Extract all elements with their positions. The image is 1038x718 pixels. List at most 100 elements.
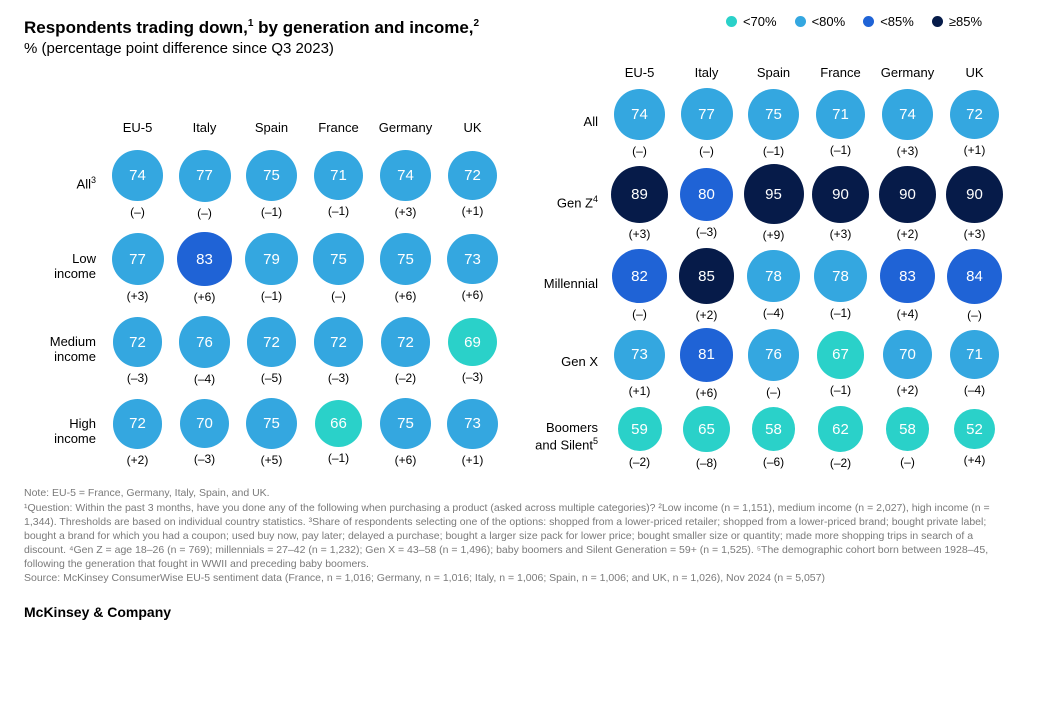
value-bubble: 90 bbox=[879, 166, 937, 224]
row-label: Lowincome bbox=[24, 252, 104, 282]
value-bubble: 78 bbox=[814, 250, 866, 302]
delta-label: (+2) bbox=[127, 453, 149, 467]
value-bubble: 82 bbox=[612, 249, 666, 303]
bubble-cell: 66(–1) bbox=[305, 396, 372, 467]
value-bubble: 66 bbox=[315, 400, 362, 447]
bubble-cell: 75(–1) bbox=[740, 85, 807, 160]
value-bubble: 75 bbox=[748, 89, 799, 140]
legend-dot-icon bbox=[932, 16, 943, 27]
bubble-cell: 65(–8) bbox=[673, 402, 740, 473]
value-bubble: 72 bbox=[113, 399, 163, 449]
delta-label: (+2) bbox=[897, 383, 919, 397]
page: <70% <80% <85% ≥85% Respondents trading … bbox=[0, 0, 1038, 718]
delta-label: (–) bbox=[130, 205, 145, 219]
bubble-cell: 77(–) bbox=[171, 146, 238, 222]
bubble-cell: 62 (–2) bbox=[807, 402, 874, 471]
value-bubble: 76 bbox=[748, 329, 800, 381]
value-bubble: 67 bbox=[817, 331, 865, 379]
delta-label: (–1) bbox=[830, 383, 851, 397]
bubble-cell: 70 (+2) bbox=[874, 326, 941, 399]
bubble-cell: 83(+4) bbox=[874, 245, 941, 324]
delta-label: (–) bbox=[967, 308, 982, 322]
value-bubble: 74 bbox=[380, 150, 431, 201]
value-bubble: 73 bbox=[447, 234, 497, 284]
column-header: Italy bbox=[673, 65, 740, 84]
bubble-cell: 95(+9) bbox=[740, 160, 807, 244]
delta-label: (–1) bbox=[830, 306, 851, 320]
value-bubble: 75 bbox=[380, 398, 431, 449]
bubble-cell: 72(–3) bbox=[104, 313, 171, 387]
bubble-cell: 76 (–) bbox=[740, 325, 807, 401]
bubble-cell: 78 (–4) bbox=[740, 246, 807, 322]
value-bubble: 80 bbox=[680, 168, 733, 221]
bubble-cell: 83(+6) bbox=[171, 228, 238, 307]
bubble-cell: 84 (–) bbox=[941, 245, 1008, 324]
row-label: Gen X bbox=[516, 355, 606, 370]
bubble-cell: 90(+3) bbox=[941, 162, 1008, 244]
value-bubble: 83 bbox=[880, 249, 935, 304]
value-bubble: 90 bbox=[946, 166, 1004, 224]
delta-label: (–8) bbox=[696, 456, 717, 470]
bubble-cell: 71(–1) bbox=[807, 86, 874, 159]
value-bubble: 84 bbox=[947, 249, 1002, 304]
bubble-cell: 71(–4) bbox=[941, 326, 1008, 399]
delta-label: (–3) bbox=[328, 371, 349, 385]
delta-label: (+1) bbox=[462, 204, 484, 218]
bubble-cell: 72(–5) bbox=[238, 313, 305, 387]
delta-label: (+1) bbox=[629, 384, 651, 398]
value-bubble: 77 bbox=[179, 150, 231, 202]
column-header: Spain bbox=[740, 65, 807, 84]
delta-label: (+3) bbox=[629, 227, 651, 241]
delta-label: (+6) bbox=[194, 290, 216, 304]
value-bubble: 73 bbox=[614, 330, 664, 380]
legend-label: <80% bbox=[812, 14, 846, 29]
delta-label: (–4) bbox=[763, 306, 784, 320]
bubble-cell: 76(–4) bbox=[171, 312, 238, 388]
column-header: Germany bbox=[372, 120, 439, 139]
delta-label: (–) bbox=[699, 144, 714, 158]
row-label: Millennial bbox=[516, 277, 606, 292]
delta-label: (+3) bbox=[127, 289, 149, 303]
value-bubble: 75 bbox=[246, 398, 297, 449]
bubble-cell: 78 (–1) bbox=[807, 246, 874, 322]
row-label: All bbox=[516, 115, 606, 130]
delta-label: (–) bbox=[632, 144, 647, 158]
delta-label: (+6) bbox=[395, 289, 417, 303]
legend-label: <70% bbox=[743, 14, 777, 29]
value-bubble: 77 bbox=[681, 88, 733, 140]
column-header: UK bbox=[439, 120, 506, 139]
legend-item-lt80: <80% bbox=[795, 14, 846, 29]
bubble-cell: 70(–3) bbox=[171, 395, 238, 468]
value-bubble: 74 bbox=[112, 150, 163, 201]
bubble-cell: 72(–2) bbox=[372, 313, 439, 387]
column-header: Germany bbox=[874, 65, 941, 84]
value-bubble: 62 bbox=[818, 406, 863, 451]
value-bubble: 78 bbox=[747, 250, 799, 302]
column-header: Spain bbox=[238, 120, 305, 139]
delta-label: (+6) bbox=[462, 288, 484, 302]
value-bubble: 74 bbox=[614, 89, 665, 140]
value-bubble: 95 bbox=[744, 164, 804, 224]
bubble-cell: 52(+4) bbox=[941, 405, 1008, 470]
bubble-cell: 69(–3) bbox=[439, 314, 506, 386]
bubble-cell: 73 (+6) bbox=[439, 230, 506, 304]
delta-label: (–1) bbox=[261, 205, 282, 219]
column-header: France bbox=[305, 120, 372, 139]
delta-label: (–) bbox=[331, 289, 346, 303]
delta-label: (–4) bbox=[194, 372, 215, 386]
delta-label: (–2) bbox=[830, 456, 851, 470]
delta-label: (–1) bbox=[830, 143, 851, 157]
delta-label: (–2) bbox=[395, 371, 416, 385]
value-bubble: 70 bbox=[883, 330, 932, 379]
column-header: EU-5 bbox=[606, 65, 673, 84]
column-header: UK bbox=[941, 65, 1008, 84]
bubble-cell: 79(–1) bbox=[238, 229, 305, 306]
delta-label: (–) bbox=[900, 455, 915, 469]
delta-label: (–) bbox=[766, 385, 781, 399]
value-bubble: 72 bbox=[950, 90, 1000, 140]
notes: Note: EU-5 = France, Germany, Italy, Spa… bbox=[24, 486, 1014, 585]
delta-label: (+4) bbox=[964, 453, 986, 467]
legend-label: <85% bbox=[880, 14, 914, 29]
bubble-cell: 72 (+2) bbox=[104, 395, 171, 469]
bubble-cell: 59(–2) bbox=[606, 403, 673, 471]
